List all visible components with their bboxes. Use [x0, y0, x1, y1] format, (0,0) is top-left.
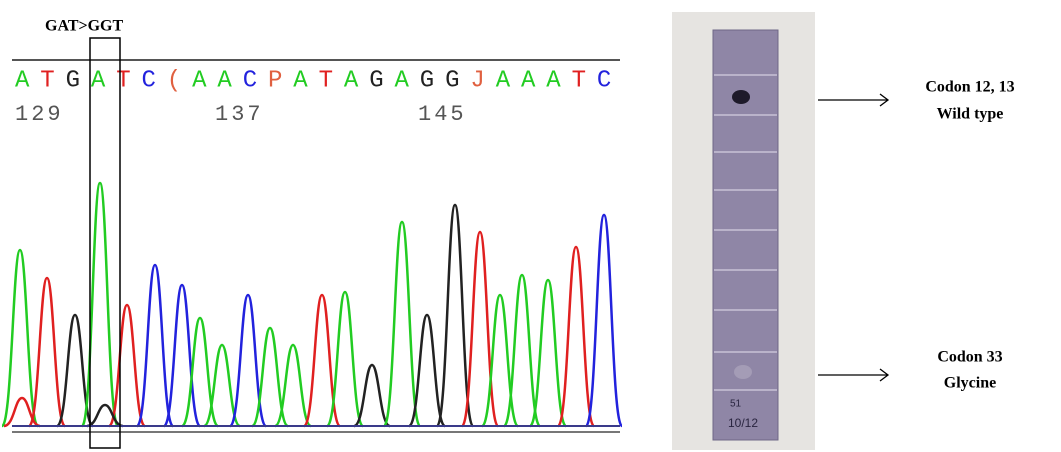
base-letter: T [116, 67, 130, 94]
trace-peak [80, 181, 120, 428]
glycine-dot [734, 365, 752, 379]
trace-peak [502, 273, 542, 428]
trace-peak [407, 313, 447, 428]
trace-peak [3, 396, 41, 428]
base-letter: A [293, 67, 308, 94]
base-letter: A [496, 67, 511, 94]
trace-peak [382, 220, 422, 428]
arrow [818, 93, 890, 107]
trace-peak [353, 363, 391, 428]
highlight-box [89, 37, 121, 449]
position-label: 129 [15, 102, 64, 127]
trace-peak [0, 248, 40, 428]
handwriting: 10/12 [728, 416, 758, 430]
arrows [818, 93, 890, 382]
handwriting: 51 [730, 399, 742, 410]
trace-peak [202, 343, 242, 428]
trace-peak [325, 290, 365, 428]
base-letter: C [142, 67, 156, 94]
base-letter: J [470, 67, 484, 94]
strip-dividers [714, 74, 777, 391]
trace-peak [27, 276, 67, 428]
annotation: Codon 12, 13 [925, 79, 1014, 96]
trace-peak [556, 245, 596, 428]
position-label: 137 [215, 102, 264, 127]
trace-peak [435, 203, 475, 428]
base-letter: A [15, 67, 30, 94]
base-letter: A [546, 67, 561, 94]
trace-peak [584, 213, 624, 428]
strip-photo: 51 10/12 [672, 12, 815, 450]
base-letter: A [192, 67, 207, 94]
base-letter: T [572, 67, 586, 94]
base-letter: A [521, 67, 536, 94]
trace-peak [250, 326, 290, 428]
chromatogram: GAT>GGT A T G A T C(A A C P A T A G A G G J A A A T C 129 137… [0, 18, 624, 449]
base-letter: A [395, 67, 410, 94]
wild-type-dot [732, 90, 750, 104]
base-letter: A [217, 67, 232, 94]
trace-peak [162, 283, 202, 428]
base-letter: T [40, 67, 54, 94]
base-letter: T [319, 67, 333, 94]
base-letter: G [66, 67, 80, 94]
annotation: Glycine [944, 375, 996, 392]
trace-peak [528, 278, 568, 428]
trace-peak [135, 263, 175, 428]
annotation: Wild type [937, 106, 1004, 123]
base-letter: A [344, 67, 359, 94]
base-letter: C [243, 67, 257, 94]
trace [0, 181, 624, 428]
trace-peak [107, 303, 147, 428]
position-label: 145 [418, 102, 467, 127]
base-letter: G [445, 67, 459, 94]
base-letter: P [268, 67, 282, 94]
base-letter: G [369, 67, 383, 94]
trace-peak [273, 343, 313, 428]
base-letter: C [597, 67, 611, 94]
base-letter: ( [167, 67, 181, 94]
trace-peak [86, 403, 124, 428]
annotation: Codon 33 [937, 349, 1002, 366]
arrow [818, 368, 890, 382]
base-letter: G [420, 67, 434, 94]
mutation-label: GAT>GGT [45, 18, 123, 35]
base-letter: A [91, 67, 106, 94]
